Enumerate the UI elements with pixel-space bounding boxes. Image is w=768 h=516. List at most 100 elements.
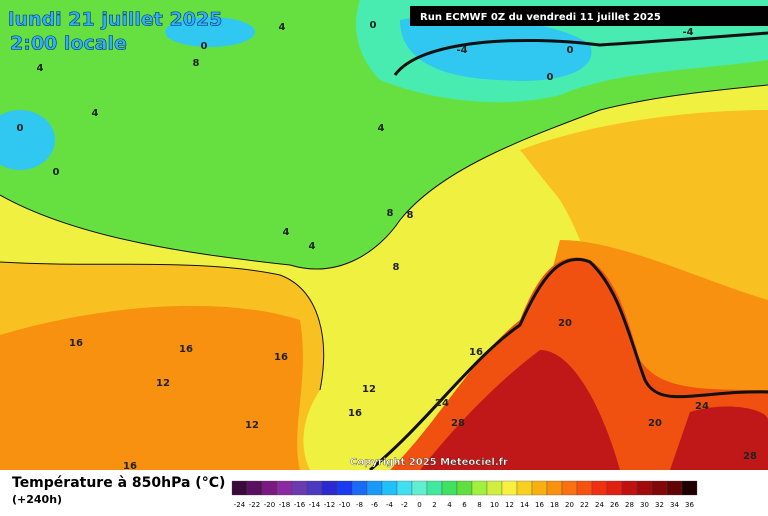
colorbar-label: 30 — [640, 501, 649, 509]
colorbar-label: -2 — [401, 501, 408, 509]
contour-label: 12 — [245, 420, 259, 431]
colorbar-label: 24 — [595, 501, 604, 509]
copyright: Copyright 2025 Meteociel.fr — [350, 457, 508, 468]
contour-label: 4 — [279, 22, 286, 33]
colorbar-label: 12 — [505, 501, 514, 509]
temperature-field — [0, 0, 768, 470]
contour-label: 0 — [370, 20, 377, 31]
colorbar-label: -16 — [294, 501, 306, 509]
field-cold — [165, 17, 255, 47]
contour-label: -4 — [456, 45, 467, 56]
colorbar-label: -12 — [324, 501, 335, 509]
colorbar-label: -10 — [339, 501, 350, 509]
isotherm — [369, 257, 768, 472]
contour-label: 20 — [648, 418, 662, 429]
contour-label: 0 — [53, 167, 60, 178]
colorbar-label: 20 — [565, 501, 574, 509]
field-cold — [400, 16, 592, 81]
colorbar-label: 8 — [477, 501, 481, 509]
legend-title: Température à 850hPa (°C) — [12, 475, 225, 491]
field-hot — [0, 305, 303, 470]
colorbar-label: 0 — [417, 501, 421, 509]
colorbar-swatch — [486, 480, 503, 496]
map-time: 2:00 locale — [10, 33, 127, 55]
field-extreme — [670, 406, 768, 470]
colorbar-swatch — [576, 480, 593, 496]
contour-label: 16 — [348, 408, 362, 419]
contour-label: 28 — [451, 418, 465, 429]
colorbar-swatch — [381, 480, 398, 496]
colorbar-label: 2 — [432, 501, 436, 509]
colorbar-swatch — [471, 480, 488, 496]
contour-label: 16 — [123, 461, 137, 472]
contour-label: 12 — [156, 378, 170, 389]
contour-label: 24 — [695, 401, 709, 412]
contour-label: 12 — [362, 384, 376, 395]
contour-label: 16 — [469, 347, 483, 358]
contour-label: 4 — [309, 241, 316, 252]
contour-label: 4 — [37, 63, 44, 74]
colorbar-swatch — [531, 480, 548, 496]
colorbar-label: -22 — [249, 501, 260, 509]
field-extreme — [420, 350, 620, 470]
colorbar-swatch — [231, 480, 248, 496]
colorbar-swatch — [456, 480, 473, 496]
colorbar-label: -24 — [234, 501, 246, 509]
colorbar-swatch — [426, 480, 443, 496]
colorbar-swatch — [606, 480, 623, 496]
colorbar-label: 22 — [580, 501, 589, 509]
colorbar-label: -8 — [356, 501, 363, 509]
colorbar-swatch — [636, 480, 653, 496]
contour-label: 8 — [387, 208, 394, 219]
contour-label: 4 — [378, 123, 385, 134]
colorbar-swatch — [501, 480, 518, 496]
colorbar-label: -20 — [264, 501, 275, 509]
map-title: lundi 21 juillet 2025 — [8, 9, 222, 31]
colorbar-label: -14 — [309, 501, 321, 509]
colorbar-swatch — [246, 480, 263, 496]
isotherm — [0, 261, 325, 391]
contours — [0, 31, 768, 472]
contour-label: 20 — [558, 318, 572, 329]
colorbar-label: -4 — [386, 501, 394, 509]
field-cold — [0, 110, 55, 170]
colorbar-swatch — [291, 480, 308, 496]
run-box — [410, 6, 768, 26]
contour-label: 8 — [193, 58, 200, 69]
colorbar-label: 14 — [520, 501, 529, 509]
colorbar-label: 36 — [685, 501, 694, 509]
legend-lead: (+240h) — [12, 493, 62, 506]
contour-label: 24 — [435, 398, 449, 409]
contour-label: 0 — [547, 72, 554, 83]
colorbar-label: -18 — [279, 501, 290, 509]
colorbar-label: 4 — [447, 501, 452, 509]
contour-label: 28 — [743, 451, 757, 462]
colorbar-swatch — [306, 480, 323, 496]
contour-label: -4 — [682, 27, 693, 38]
contour-label: 4 — [92, 108, 99, 119]
contour-label: 16 — [274, 352, 288, 363]
colorbar-swatch — [321, 480, 338, 496]
colorbar-swatch — [351, 480, 368, 496]
contour-label: 0 — [17, 123, 24, 134]
contour-label: 4 — [283, 227, 290, 238]
isotherm — [0, 84, 768, 270]
colorbar-label: 32 — [655, 501, 664, 509]
colorbar-swatch — [276, 480, 293, 496]
colorbar-label: 6 — [462, 501, 467, 509]
colorbar-label: 16 — [535, 501, 544, 509]
colorbar-swatch — [546, 480, 563, 496]
colorbar-swatch — [561, 480, 578, 496]
colorbar-swatch — [396, 480, 413, 496]
contour-label: 0 — [201, 41, 208, 52]
contour-label: 16 — [69, 338, 83, 349]
contour-label: 8 — [393, 262, 400, 273]
colorbar-swatch — [681, 480, 698, 496]
colorbar-swatch — [261, 480, 278, 496]
colorbar-label: 18 — [550, 501, 559, 509]
colorbar-swatch — [366, 480, 383, 496]
run-info: Run ECMWF 0Z du vendredi 11 juillet 2025 — [420, 12, 661, 23]
colorbar-label: -6 — [371, 501, 379, 509]
